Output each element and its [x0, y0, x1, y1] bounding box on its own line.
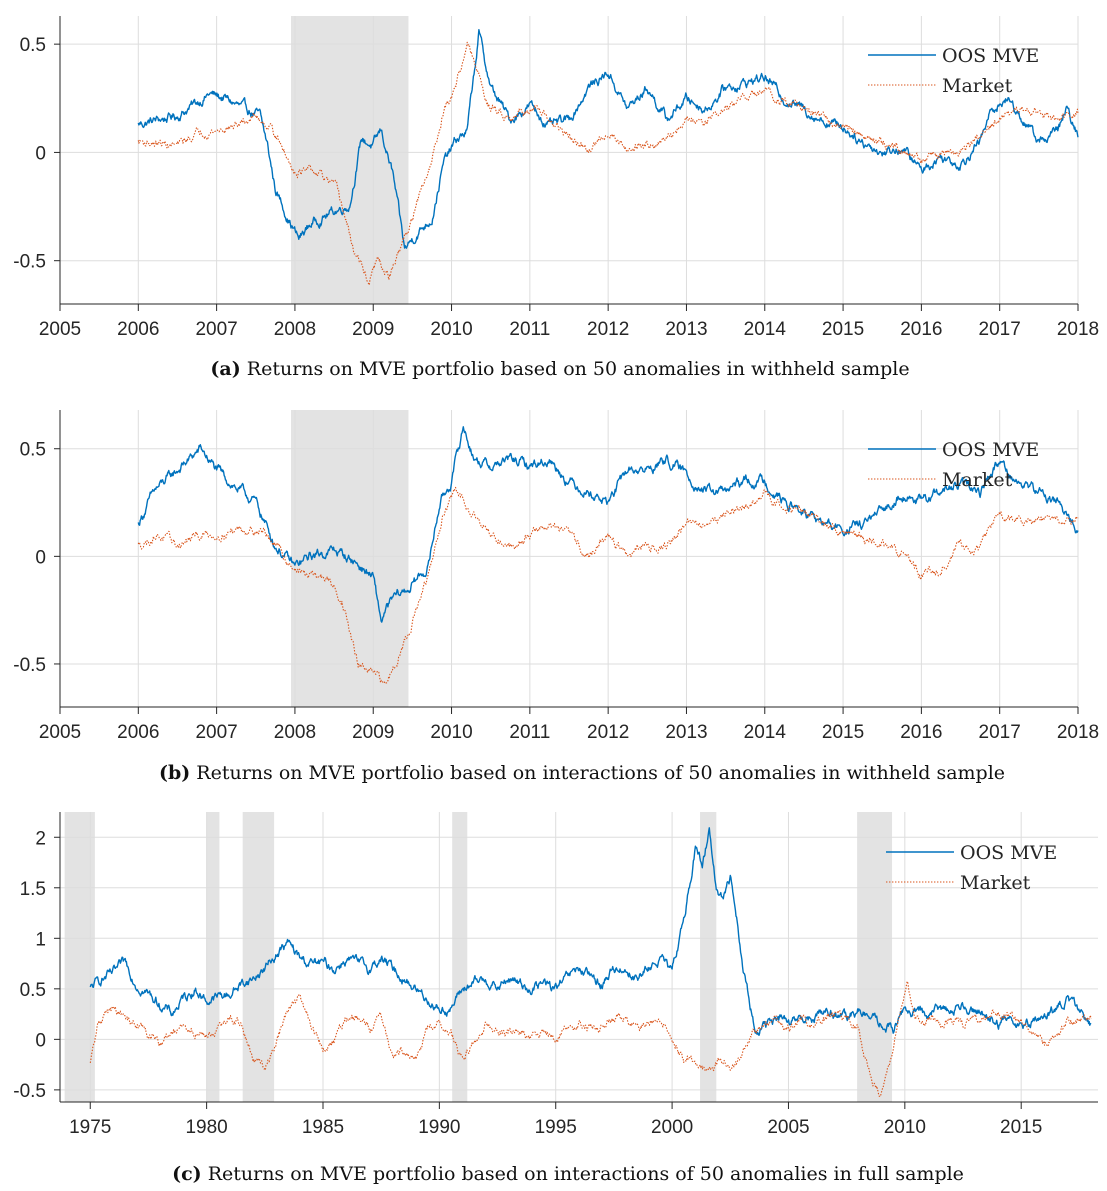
shaded-period-c-3 — [452, 812, 468, 1102]
y-tick-label-a-2: 0.5 — [20, 35, 46, 56]
shaded-period-c-5 — [857, 812, 893, 1102]
series-line-c-market — [89, 980, 1092, 1098]
x-tick-label-b-7: 2012 — [587, 722, 629, 743]
caption-a: (a) Returns on MVE portfolio based on 50… — [210, 358, 909, 380]
x-tick-label-b-3: 2008 — [274, 722, 316, 743]
y-tick-label-c-5: 2 — [35, 828, 46, 849]
x-tick-label-a-10: 2015 — [822, 319, 864, 340]
series-line-a-market — [137, 41, 1079, 286]
shaded-period-c-4 — [700, 812, 717, 1102]
x-tick-label-b-2: 2007 — [195, 722, 237, 743]
legend-label-a-market: Market — [942, 75, 1013, 97]
series-line-a-oos-mve — [137, 29, 1079, 249]
shaded-period-c-2 — [242, 812, 275, 1102]
x-tick-label-c-5: 2000 — [651, 1117, 693, 1138]
plot-area-c: 1975 1980 1985 1990 1995 2000 2005 2010 2015 -0.5… — [13, 812, 1098, 1138]
x-tick-label-a-4: 2009 — [352, 319, 394, 340]
legend-label-b-oos-mve: OOS MVE — [942, 439, 1039, 461]
caption-c-letter: (c) — [172, 1163, 202, 1185]
x-tick-label-c-4: 1995 — [535, 1117, 577, 1138]
x-tick-label-a-11: 2016 — [900, 319, 942, 340]
y-tick-label-a-1: 0 — [35, 143, 46, 164]
panel-b: 2005 2006 2007 2008 2009 2010 2011 2012 2013 2014… — [13, 410, 1099, 784]
series-line-c-oos-mve — [89, 827, 1092, 1036]
caption-c-text: Returns on MVE portfolio based on intera… — [208, 1163, 964, 1185]
x-tick-label-c-0: 1975 — [69, 1117, 111, 1138]
x-tick-label-b-8: 2013 — [665, 722, 707, 743]
x-tick-label-c-1: 1980 — [185, 1117, 227, 1138]
x-tick-label-a-6: 2011 — [509, 319, 550, 340]
caption-c: (c) Returns on MVE portfolio based on in… — [172, 1163, 964, 1185]
x-tick-label-b-10: 2015 — [822, 722, 864, 743]
x-tick-label-a-9: 2014 — [744, 319, 787, 340]
panel-c: 1975 1980 1985 1990 1995 2000 2005 2010 2015 -0.5… — [13, 812, 1098, 1185]
panel-a: 2005 2006 2007 2008 2009 2010 2011 2012 2013 2014… — [13, 16, 1099, 380]
caption-a-text: Returns on MVE portfolio based on 50 ano… — [247, 358, 910, 380]
y-tick-label-a-0: -0.5 — [13, 252, 46, 273]
caption-b: (b) Returns on MVE portfolio based on in… — [159, 762, 1005, 784]
y-tick-label-c-0: -0.5 — [13, 1081, 46, 1102]
caption-b-letter: (b) — [159, 762, 190, 784]
x-tick-label-c-7: 2010 — [884, 1117, 926, 1138]
x-tick-label-c-6: 2005 — [767, 1117, 809, 1138]
y-tick-label-c-4: 1.5 — [20, 879, 46, 900]
x-tick-label-b-4: 2009 — [352, 722, 394, 743]
x-tick-label-b-13: 2018 — [1057, 722, 1099, 743]
legend-label-a-oos-mve: OOS MVE — [942, 45, 1039, 67]
series-line-b-oos-mve — [137, 426, 1079, 623]
plot-area-b: 2005 2006 2007 2008 2009 2010 2011 2012 2013 2014… — [13, 410, 1099, 743]
x-tick-label-b-9: 2014 — [744, 722, 787, 743]
shaded-period-c-1 — [206, 812, 220, 1102]
x-tick-label-a-12: 2017 — [979, 319, 1021, 340]
legend-label-c-market: Market — [960, 872, 1031, 894]
y-tick-label-b-1: 0 — [35, 547, 46, 568]
x-tick-label-b-0: 2005 — [39, 722, 81, 743]
x-tick-label-a-13: 2018 — [1057, 319, 1099, 340]
y-tick-label-c-3: 1 — [35, 929, 46, 950]
x-tick-label-a-1: 2006 — [117, 319, 159, 340]
x-tick-label-a-0: 2005 — [39, 319, 81, 340]
series-line-b-market — [137, 486, 1079, 685]
caption-a-letter: (a) — [210, 358, 240, 380]
y-tick-label-c-1: 0 — [35, 1030, 46, 1051]
y-tick-label-c-2: 0.5 — [20, 980, 46, 1001]
x-tick-label-b-11: 2016 — [900, 722, 942, 743]
y-tick-label-b-2: 0.5 — [20, 440, 46, 461]
x-tick-label-b-1: 2006 — [117, 722, 159, 743]
legend-label-c-oos-mve: OOS MVE — [960, 842, 1057, 864]
legend-b: OOS MVE Market — [868, 439, 1039, 491]
x-tick-label-a-8: 2013 — [665, 319, 707, 340]
caption-b-text: Returns on MVE portfolio based on intera… — [196, 762, 1005, 784]
x-tick-label-b-6: 2011 — [509, 722, 550, 743]
y-tick-label-b-0: -0.5 — [13, 655, 46, 676]
x-tick-label-a-7: 2012 — [587, 319, 629, 340]
x-tick-label-b-12: 2017 — [979, 722, 1021, 743]
x-tick-label-a-3: 2008 — [274, 319, 316, 340]
x-tick-label-a-2: 2007 — [195, 319, 237, 340]
x-tick-label-b-5: 2010 — [430, 722, 472, 743]
legend-c: OOS MVE Market — [886, 842, 1057, 894]
plot-area-a: 2005 2006 2007 2008 2009 2010 2011 2012 2013 2014… — [13, 16, 1099, 340]
legend-label-b-market: Market — [942, 469, 1013, 491]
legend-a: OOS MVE Market — [868, 45, 1039, 97]
x-tick-label-c-2: 1985 — [302, 1117, 344, 1138]
x-tick-label-c-3: 1990 — [418, 1117, 460, 1138]
x-tick-label-a-5: 2010 — [430, 319, 472, 340]
x-tick-label-c-8: 2015 — [1000, 1117, 1042, 1138]
